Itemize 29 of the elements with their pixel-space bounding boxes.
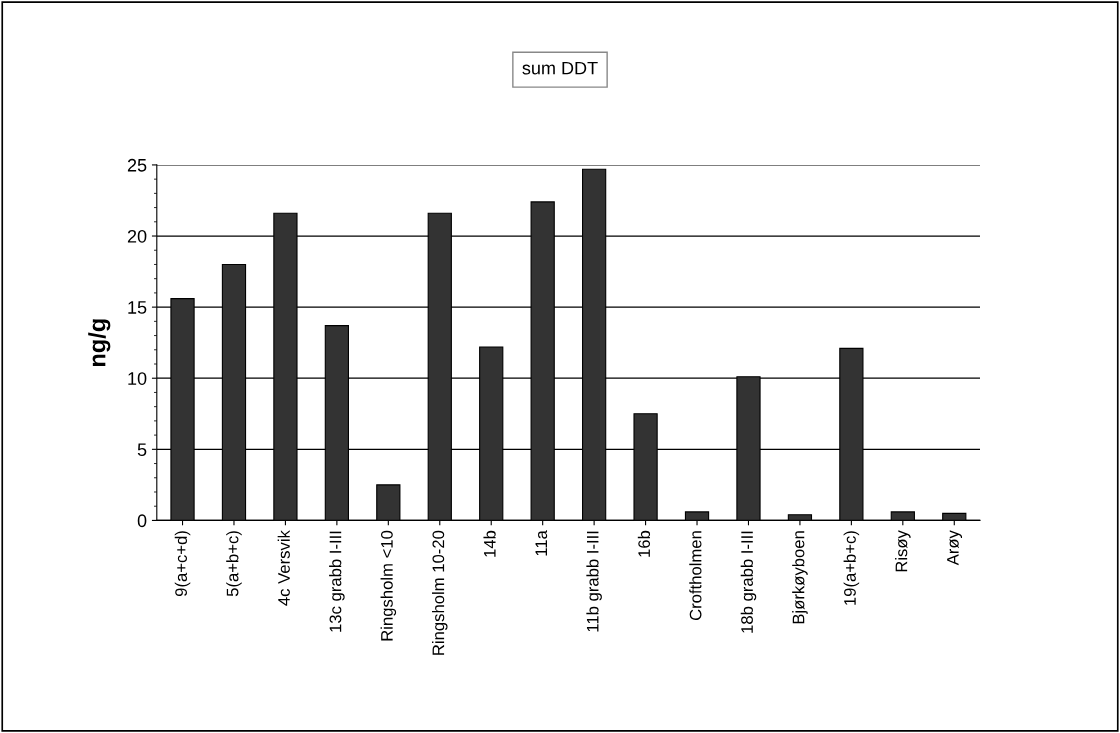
bar — [942, 512, 967, 521]
x-tick-label: Risøy — [895, 530, 911, 572]
chart-title: sum DDT — [522, 61, 598, 75]
y-axis-title: ng/g — [88, 319, 111, 367]
x-tick-label: 5(a+b+c) — [226, 531, 242, 597]
x-tick-label: 9(a+c+d) — [174, 531, 191, 597]
x-tick-label: 14b — [483, 530, 496, 557]
bar — [684, 511, 710, 521]
x-tick-label: Ringsholm <10 — [380, 530, 397, 641]
y-tick-label: 15 — [128, 301, 147, 314]
y-tick-label: 10 — [128, 372, 147, 385]
x-tick-label: Croftholmen — [689, 531, 702, 621]
x-tick-label: 16b — [637, 530, 651, 557]
y-tick-label: 25 — [127, 158, 147, 172]
y-tick-label: 0 — [137, 514, 147, 528]
bar — [787, 514, 813, 521]
x-tick-label: Ringsholm 10-20 — [432, 530, 448, 655]
bar — [376, 484, 401, 521]
x-tick-label: 19(a+b+c) — [843, 531, 860, 605]
x-tick-label: 4c Versvik — [277, 530, 290, 606]
x-tick-label: 11b grabb I-III — [586, 531, 602, 632]
x-tick-label: 13c grabb I-III — [329, 531, 345, 632]
y-tick-label: 5 — [137, 443, 147, 457]
y-tick-label: 20 — [127, 229, 147, 243]
x-tick-label: 18b grabb I-III — [740, 531, 757, 633]
x-tick-label: Bjørkøyboen — [792, 531, 808, 624]
bar — [890, 511, 915, 521]
x-tick-label: Arøy — [947, 530, 963, 566]
x-tick-label: 11a — [535, 530, 548, 556]
